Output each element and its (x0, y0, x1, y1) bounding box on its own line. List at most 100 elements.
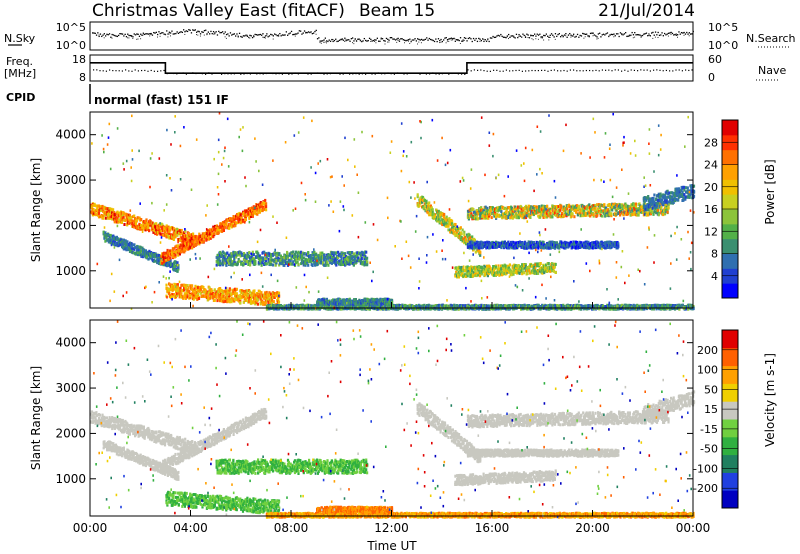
noise-dot (368, 37, 371, 40)
noise-dot (652, 37, 654, 39)
heatmap-cell (499, 307, 502, 311)
noise-dot (371, 40, 373, 42)
heatmap-cell (186, 237, 189, 241)
noise-dot (293, 33, 295, 36)
noise-dot (462, 39, 464, 41)
heatmap-cell (366, 256, 369, 260)
noise-dot (199, 33, 202, 35)
heatmap-cell (223, 256, 226, 260)
noise-dot (595, 35, 597, 37)
heatmap-cell (307, 263, 310, 267)
noise-dot (459, 43, 461, 45)
heatmap-cell (177, 266, 180, 269)
heatmap-cell (139, 245, 142, 249)
noise-dot (303, 30, 306, 32)
nave-dot (179, 72, 181, 74)
heatmap-cell (248, 290, 252, 294)
noise-dot (276, 34, 278, 37)
heatmap-cell (222, 229, 225, 232)
noise-dot (560, 36, 562, 38)
noise-dot (478, 37, 480, 40)
noise-dot (120, 33, 122, 35)
noise-dot (664, 32, 666, 35)
noise-dot (183, 29, 185, 31)
heatmap-cell (110, 208, 113, 212)
heatmap-cell (312, 258, 315, 262)
heatmap-cell (343, 254, 346, 257)
noise-dot (279, 32, 281, 35)
noise-dot (450, 39, 452, 41)
nave-dot (333, 72, 335, 74)
noise-dot (396, 41, 398, 43)
nave-dot (195, 72, 197, 75)
heatmap-cell (166, 248, 169, 252)
nave-dot (246, 72, 248, 75)
heatmap-cell (344, 255, 348, 258)
heatmap-cell (249, 297, 252, 301)
noise-dot (670, 34, 672, 36)
heatmap-cell (211, 289, 214, 293)
nave-dot (214, 72, 216, 74)
noise-dot (134, 34, 136, 36)
noise-dot (298, 30, 300, 32)
noise-dot (197, 34, 199, 36)
noise-dot (562, 35, 564, 37)
heatmap-cell (337, 250, 340, 254)
noise-dot (657, 31, 659, 34)
noise-dot (305, 31, 307, 34)
heatmap-cell (228, 300, 231, 304)
heatmap-cell (272, 303, 275, 307)
heatmap-cell (189, 238, 192, 242)
heatmap-cell (226, 297, 229, 301)
heatmap-cell (278, 307, 281, 311)
noise-dot (632, 34, 635, 36)
noise-dot (446, 40, 448, 42)
nave-dot (467, 69, 469, 71)
heatmap-cell (240, 216, 243, 220)
nave-dot (349, 73, 351, 75)
heatmap-cell (283, 256, 286, 260)
noise-dot (609, 34, 611, 36)
nave-dot (665, 69, 667, 72)
heatmap-cell (216, 258, 219, 262)
nave-dot (397, 72, 399, 74)
noise-dot (491, 37, 493, 39)
nave-dot (189, 72, 191, 74)
noise-dot (172, 33, 174, 35)
noise-dot (313, 32, 315, 34)
heatmap-cell (168, 294, 172, 298)
noise-dot (154, 32, 156, 34)
noise-dot (335, 38, 337, 40)
noise-dot (383, 39, 385, 42)
noise-dot (452, 39, 454, 41)
noise-dot (388, 39, 390, 41)
noise-dot (513, 35, 515, 37)
heatmap-cell (331, 256, 334, 260)
noise-dot (605, 33, 607, 35)
noise-dot (530, 34, 532, 36)
noise-dot (612, 33, 614, 36)
noise-dot (640, 36, 642, 38)
noise-dot (432, 39, 434, 42)
noise-dot (391, 37, 393, 39)
nave-label: Nave (758, 64, 786, 77)
noise-dot (606, 32, 609, 34)
heatmap-cell (183, 292, 186, 296)
noise-dot (405, 40, 407, 42)
nave-dot (147, 70, 149, 72)
noise-dot (170, 35, 171, 37)
noise-dot (337, 40, 339, 42)
heatmap-cell (184, 283, 187, 287)
heatmap-cell (265, 208, 268, 212)
noise-dot (418, 41, 420, 43)
nave-dot (99, 70, 101, 72)
nave-dot (387, 72, 389, 74)
noise-dot (654, 31, 657, 33)
heatmap-cell (199, 291, 202, 295)
noise-dot (628, 34, 630, 36)
noise-dot (435, 38, 437, 40)
noise-dot (448, 38, 450, 40)
noise-dot (535, 38, 537, 40)
nave-dot (160, 70, 162, 72)
noise-dot (420, 38, 423, 41)
